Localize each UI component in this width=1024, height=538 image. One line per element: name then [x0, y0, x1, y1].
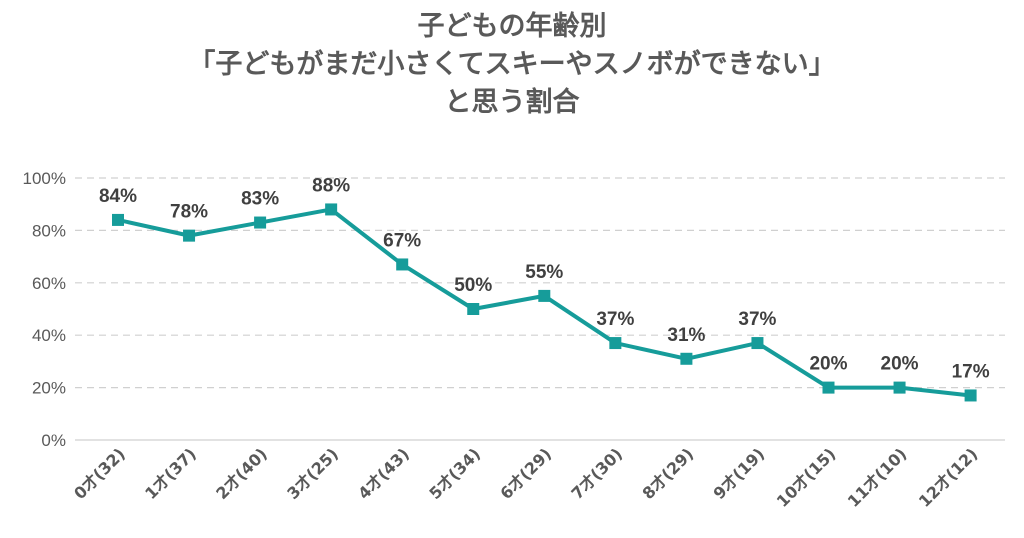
data-point-marker	[680, 352, 693, 365]
y-tick-label: 80%	[32, 221, 66, 240]
x-tick-label: 9才(19)	[710, 444, 769, 503]
data-point-marker	[964, 389, 977, 402]
data-label: 37%	[596, 309, 634, 330]
data-point-marker	[467, 303, 480, 315]
data-label: 83%	[241, 189, 279, 210]
title-line-3: と思う割合	[444, 87, 580, 118]
data-point-marker	[751, 337, 764, 350]
data-label: 31%	[667, 325, 705, 346]
title-line-1: 子どもの年齢別	[417, 11, 607, 42]
y-tick-label: 40%	[32, 326, 66, 345]
data-label: 78%	[170, 202, 208, 223]
x-tick-label: 4才(43)	[354, 444, 413, 503]
y-tick-label: 60%	[32, 274, 66, 293]
data-label: 50%	[454, 275, 492, 296]
data-label: 55%	[525, 262, 563, 283]
y-tick-label: 20%	[32, 379, 66, 398]
x-tick-label: 3才(25)	[283, 444, 342, 503]
data-label: 20%	[809, 354, 847, 375]
x-tick-label: 8才(29)	[639, 444, 698, 503]
data-label: 37%	[738, 309, 776, 330]
x-tick-label: 10才(15)	[773, 444, 840, 511]
x-tick-label: 12才(12)	[915, 444, 982, 511]
x-tick-label: 7才(30)	[567, 444, 626, 503]
title-line-2: 「子どもがまだ小さくてスキーやスノボができない」	[188, 49, 836, 80]
data-label: 17%	[952, 361, 990, 382]
x-tick-label: 6才(29)	[496, 444, 555, 503]
x-tick-label: 2才(40)	[212, 444, 271, 503]
data-point-marker	[893, 381, 906, 394]
data-label: 20%	[881, 354, 919, 375]
data-label: 67%	[383, 230, 421, 251]
data-point-marker	[396, 258, 409, 271]
x-tick-label: 1才(37)	[141, 444, 200, 503]
data-label: 88%	[312, 175, 350, 196]
x-tick-label: 5才(34)	[425, 444, 484, 503]
data-point-marker	[254, 216, 267, 229]
y-tick-label: 0%	[41, 431, 66, 450]
x-tick-label: 11才(10)	[844, 444, 911, 511]
data-point-marker	[822, 381, 835, 394]
data-point-marker	[183, 229, 196, 242]
data-point-marker	[112, 213, 124, 226]
y-tick-label: 100%	[23, 169, 66, 188]
data-point-marker	[609, 337, 622, 350]
data-point-marker	[325, 203, 338, 216]
data-label: 84%	[99, 186, 137, 207]
data-point-marker	[538, 289, 551, 302]
x-tick-label: 0才(32)	[70, 444, 129, 503]
chart-title: 子どもの年齢別 「子どもがまだ小さくてスキーやスノボができない」 と思う割合	[0, 8, 1024, 122]
